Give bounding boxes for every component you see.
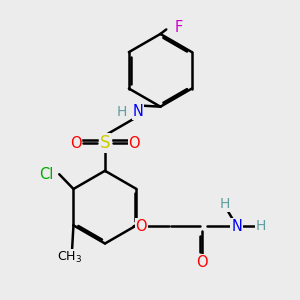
Text: O: O — [196, 255, 208, 270]
Text: N: N — [132, 104, 143, 119]
Text: O: O — [129, 136, 140, 151]
Text: O: O — [70, 136, 81, 151]
Text: H: H — [117, 105, 128, 119]
Text: F: F — [174, 20, 182, 35]
Text: H: H — [219, 197, 230, 211]
Text: N: N — [231, 219, 242, 234]
Text: H: H — [256, 219, 266, 233]
Text: Cl: Cl — [39, 167, 53, 182]
Text: O: O — [136, 219, 147, 234]
Text: CH$_3$: CH$_3$ — [57, 250, 82, 265]
Text: S: S — [100, 134, 110, 152]
